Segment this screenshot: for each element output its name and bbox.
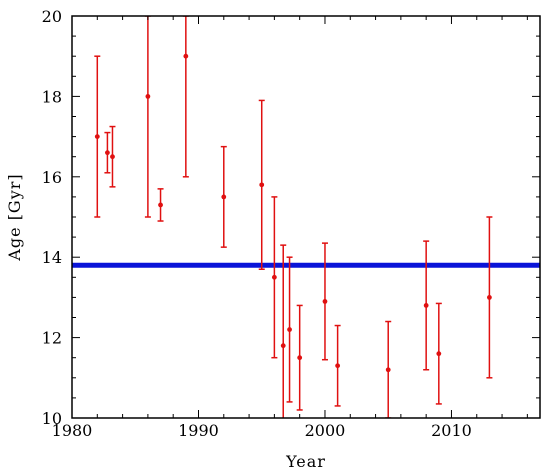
point-marker bbox=[335, 363, 341, 369]
x-axis-title: Year bbox=[285, 452, 326, 471]
y-tick-label: 10 bbox=[42, 409, 62, 428]
x-tick-label: 1990 bbox=[178, 421, 219, 440]
data-point bbox=[220, 145, 227, 248]
data-point bbox=[334, 324, 341, 407]
point-marker bbox=[322, 299, 328, 304]
point-marker bbox=[145, 94, 151, 99]
point-marker bbox=[221, 194, 227, 200]
data-point bbox=[321, 242, 328, 361]
point-marker bbox=[297, 355, 303, 361]
data-point bbox=[435, 302, 442, 405]
data-point bbox=[286, 256, 293, 403]
y-axis-title: Age [Gyr] bbox=[5, 173, 24, 261]
plot-background bbox=[72, 16, 540, 418]
point-marker bbox=[271, 274, 277, 280]
point-marker bbox=[287, 327, 292, 332]
data-point bbox=[94, 55, 101, 218]
data-point bbox=[182, 16, 189, 178]
data-point bbox=[271, 196, 278, 359]
data-point bbox=[296, 304, 303, 411]
data-point bbox=[486, 216, 493, 379]
data-point bbox=[258, 99, 265, 271]
data-point bbox=[104, 131, 111, 174]
data-point bbox=[109, 125, 116, 188]
y-tick-label: 20 bbox=[42, 7, 62, 26]
x-tick-label: 2010 bbox=[431, 421, 472, 440]
y-tick-label: 18 bbox=[42, 87, 62, 106]
data-point bbox=[385, 320, 392, 418]
point-marker bbox=[280, 343, 286, 349]
x-tick-label: 1980 bbox=[52, 421, 93, 440]
point-marker bbox=[385, 367, 391, 373]
point-marker bbox=[105, 150, 110, 156]
point-marker bbox=[487, 295, 492, 300]
data-point bbox=[157, 188, 164, 222]
data-point bbox=[144, 16, 151, 218]
data-point bbox=[423, 240, 430, 371]
x-tick-label: 2000 bbox=[305, 421, 346, 440]
y-tick-label: 14 bbox=[42, 248, 62, 267]
point-marker bbox=[423, 303, 429, 308]
point-marker bbox=[436, 351, 442, 357]
point-marker bbox=[158, 202, 163, 208]
y-tick-label: 16 bbox=[42, 168, 62, 187]
point-marker bbox=[259, 182, 265, 188]
data-point bbox=[280, 244, 287, 418]
y-tick-label: 12 bbox=[42, 329, 62, 348]
point-marker bbox=[94, 134, 100, 140]
point-marker bbox=[183, 53, 189, 59]
point-marker bbox=[110, 154, 115, 160]
